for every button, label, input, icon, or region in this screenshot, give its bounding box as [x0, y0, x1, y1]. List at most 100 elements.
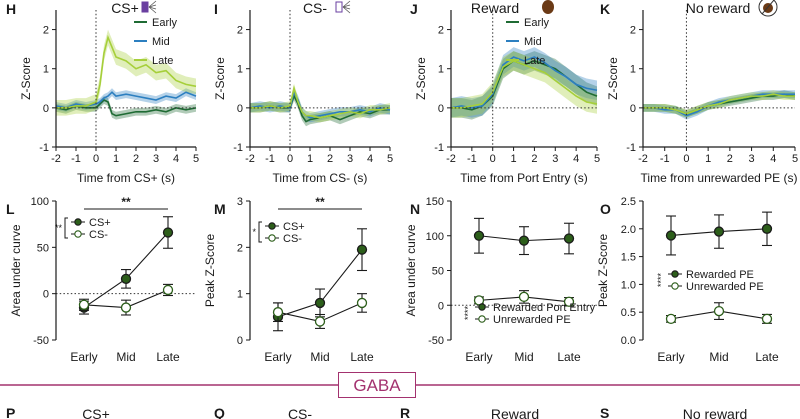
- panel-title: CS+: [111, 0, 139, 16]
- x-tick-label: 4: [573, 153, 579, 165]
- y-axis-label: Peak Z-Score: [203, 233, 217, 307]
- x-tick-label: 5: [387, 153, 393, 165]
- y-axis-label: Z-Score: [606, 57, 620, 100]
- y-tick-label: 1: [43, 64, 49, 76]
- y-tick-label: 2: [630, 25, 636, 37]
- sound-wave-icon: [342, 6, 351, 10]
- data-point-open: [356, 297, 368, 309]
- data-point-open: [314, 316, 326, 327]
- x-tick-label: 1: [307, 153, 313, 165]
- x-tick-label: 2: [531, 153, 537, 165]
- x-tick-label-early: Early: [657, 350, 684, 364]
- y-tick-label: 50: [37, 242, 49, 254]
- legend-marker-filled: [74, 218, 82, 226]
- y-tick-label: 0: [43, 103, 49, 115]
- legend-significance: ****: [656, 273, 666, 288]
- legend-label: Rewarded PE: [686, 269, 754, 281]
- x-tick-label-mid: Mid: [514, 350, 533, 364]
- x-tick-label: -2: [446, 153, 456, 165]
- panel-title: CS-: [288, 406, 312, 419]
- y-tick-label: -1: [434, 142, 444, 154]
- y-tick-label: 2: [237, 242, 243, 254]
- panel-letter: O: [600, 201, 611, 217]
- y-tick-label: 50: [432, 266, 444, 278]
- data-point-filled: [665, 230, 677, 241]
- x-tick-label: -1: [265, 153, 275, 165]
- x-tick-label: -1: [467, 153, 477, 165]
- data-point-filled: [713, 226, 725, 237]
- series-line-late: [451, 60, 598, 109]
- x-tick-label-early: Early: [70, 350, 97, 364]
- x-tick-label: 0: [287, 153, 293, 165]
- x-tick-label: 5: [792, 153, 798, 165]
- legend-significance: ****: [463, 306, 473, 321]
- legend-marker-open: [671, 282, 679, 290]
- y-tick-label: -1: [233, 142, 243, 154]
- x-axis-label: Time from unrewarded PE (s): [641, 171, 798, 185]
- significance-label: **: [315, 195, 325, 209]
- legend-label-early: Early: [524, 17, 550, 29]
- x-tick-label-late: Late: [350, 350, 374, 364]
- panel-letter: L: [6, 201, 15, 217]
- sem-band-mid: [56, 88, 196, 112]
- y-tick-label: 1.5: [621, 252, 636, 264]
- x-tick-label-mid: Mid: [116, 350, 135, 364]
- panel-title: No reward: [686, 0, 751, 16]
- sound-wave-icon: [148, 6, 157, 10]
- sound-wave-icon: [148, 6, 157, 14]
- legend-label: Unrewarded PE: [686, 281, 764, 293]
- y-tick-label: 1.0: [621, 279, 636, 291]
- series-line-late: [56, 34, 197, 109]
- x-tick-label: 5: [193, 153, 199, 165]
- x-axis-label: Time from CS+ (s): [77, 171, 175, 185]
- x-tick-label: -2: [245, 153, 255, 165]
- x-tick-label: 2: [727, 153, 733, 165]
- data-point-filled: [120, 273, 132, 284]
- x-tick-label: 4: [770, 153, 776, 165]
- y-tick-label: 0.5: [621, 307, 636, 319]
- series-line-early: [55, 99, 197, 117]
- y-tick-label: 2: [237, 25, 243, 37]
- y-tick-label: 2.0: [621, 224, 636, 236]
- y-tick-label: 1: [237, 289, 243, 301]
- x-tick-label: 2: [133, 153, 139, 165]
- data-point-filled: [563, 233, 575, 244]
- series-line-mid: [249, 89, 391, 119]
- legend-label: CS-: [283, 233, 302, 245]
- x-tick-label: 2: [327, 153, 333, 165]
- legend-marker-open: [268, 234, 276, 242]
- panel-title: CS-: [303, 0, 327, 16]
- x-tick-label-late: Late: [156, 350, 180, 364]
- sound-wave-icon: [342, 0, 351, 8]
- panel-title: CS+: [82, 406, 110, 419]
- x-tick-label: 1: [705, 153, 711, 165]
- data-point-filled: [761, 223, 773, 234]
- y-axis-label: Area under curve: [9, 224, 23, 316]
- x-tick-label-late: Late: [755, 350, 779, 364]
- pellet-icon: [542, 0, 554, 14]
- x-tick-label-mid: Mid: [709, 350, 728, 364]
- x-tick-label: -1: [71, 153, 81, 165]
- x-axis-label: Time from Port Entry (s): [460, 171, 588, 185]
- y-tick-label: 0: [43, 289, 49, 301]
- x-tick-label: 1: [113, 153, 119, 165]
- sound-wave-icon: [148, 4, 157, 8]
- y-tick-label: 1: [237, 64, 243, 76]
- legend-marker-filled: [478, 303, 486, 311]
- series-line-late: [643, 93, 795, 115]
- y-axis-label: Z-Score: [414, 57, 428, 100]
- speaker-icon: [141, 1, 149, 13]
- x-tick-label: 0: [683, 153, 689, 165]
- x-tick-label: -2: [638, 153, 648, 165]
- y-tick-label: 2: [43, 25, 49, 37]
- sem-band-early: [250, 91, 390, 127]
- panel-letter: K: [600, 1, 610, 17]
- legend-label-mid: Mid: [524, 36, 542, 48]
- data-point-open: [120, 302, 132, 313]
- x-tick-label: 5: [594, 153, 600, 165]
- series-line-late: [250, 85, 391, 119]
- data-point-open: [713, 305, 725, 317]
- panel-letter: H: [6, 1, 16, 17]
- y-tick-label: 0.0: [621, 335, 636, 347]
- legend-significance: *: [252, 227, 256, 237]
